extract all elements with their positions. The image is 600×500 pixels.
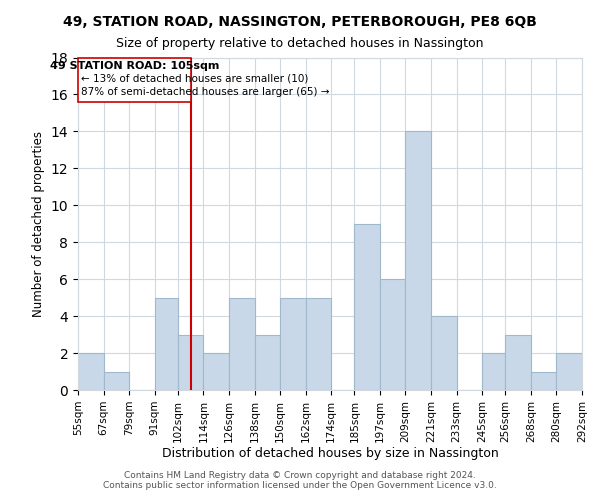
Text: Contains HM Land Registry data © Crown copyright and database right 2024.
Contai: Contains HM Land Registry data © Crown c… [103, 470, 497, 490]
Bar [505, 334, 531, 390]
Bar [254, 334, 280, 390]
Bar [431, 316, 457, 390]
Bar [280, 298, 305, 390]
Bar [556, 353, 582, 390]
Bar [355, 224, 380, 390]
Bar [482, 353, 505, 390]
Text: 49 STATION ROAD: 105sqm: 49 STATION ROAD: 105sqm [50, 61, 219, 71]
Bar [104, 372, 129, 390]
Y-axis label: Number of detached properties: Number of detached properties [32, 130, 45, 317]
Bar [203, 353, 229, 390]
Bar [531, 372, 556, 390]
Bar [406, 132, 431, 390]
Bar [229, 298, 254, 390]
Bar [380, 279, 406, 390]
Text: 49, STATION ROAD, NASSINGTON, PETERBOROUGH, PE8 6QB: 49, STATION ROAD, NASSINGTON, PETERBOROU… [63, 15, 537, 29]
Text: 87% of semi-detached houses are larger (65) →: 87% of semi-detached houses are larger (… [81, 86, 329, 97]
Text: ← 13% of detached houses are smaller (10): ← 13% of detached houses are smaller (10… [81, 74, 308, 84]
Bar [155, 298, 178, 390]
X-axis label: Distribution of detached houses by size in Nassington: Distribution of detached houses by size … [161, 448, 499, 460]
Bar [78, 353, 104, 390]
FancyBboxPatch shape [78, 58, 191, 102]
Bar [178, 334, 203, 390]
Text: Size of property relative to detached houses in Nassington: Size of property relative to detached ho… [116, 38, 484, 51]
Bar [305, 298, 331, 390]
